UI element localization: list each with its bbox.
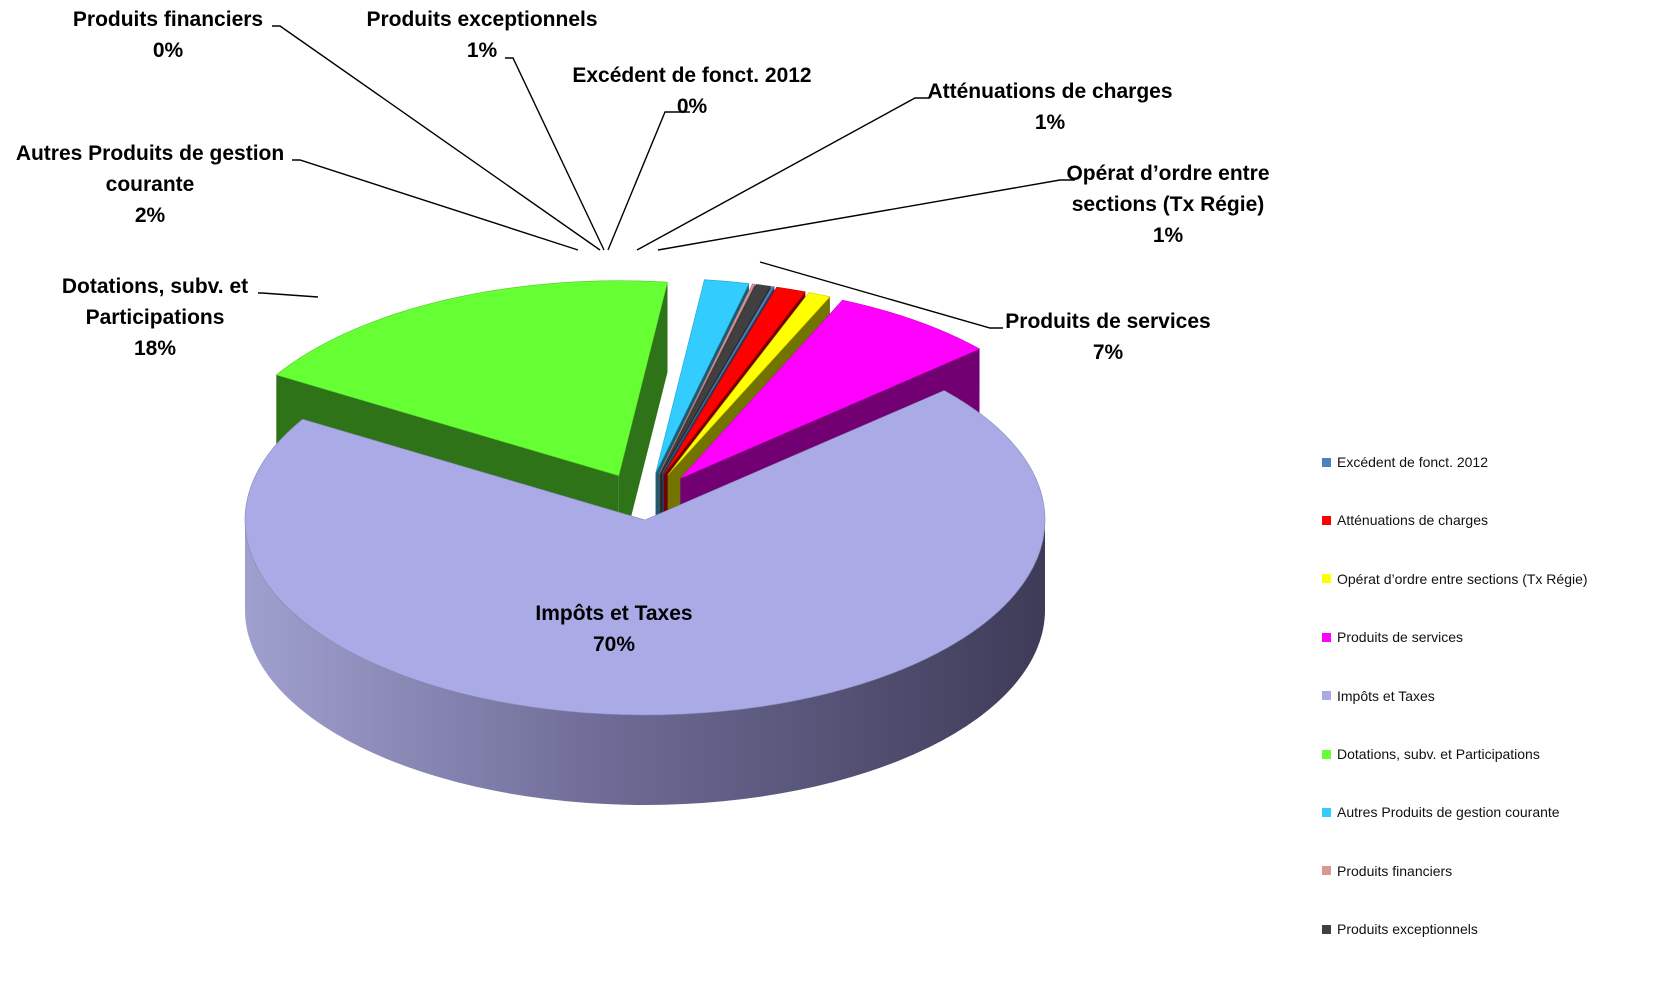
legend-swatch bbox=[1322, 807, 1331, 817]
slice-side-impots-et-taxes-0 bbox=[245, 520, 1045, 805]
leader-line-dotations-subv-et-participations bbox=[258, 292, 319, 298]
slice-label-operat-d-ordre-entre-sections-tx-regie-0: Opérat d’ordre entre bbox=[1066, 162, 1269, 185]
legend-item-autres-produits-de-gestion-courante: Autres Produits de gestion courante bbox=[1322, 802, 1560, 822]
legend-swatch bbox=[1322, 924, 1331, 934]
leader-line-produits-exceptionnels bbox=[505, 57, 605, 251]
legend-item-attenuations-de-charges: Atténuations de charges bbox=[1322, 510, 1488, 530]
slice-label-autres-produits-de-gestion-courante-0: Autres Produits de gestion bbox=[16, 142, 284, 165]
slice-top-impots-et-taxes bbox=[244, 390, 1046, 716]
legend-swatch bbox=[1322, 574, 1331, 584]
legend-item-produits-exceptionnels: Produits exceptionnels bbox=[1322, 919, 1478, 939]
slice-top-autres-produits-de-gestion-courante bbox=[655, 279, 750, 474]
slice-label-autres-produits-de-gestion-courante-1: courante bbox=[106, 173, 195, 196]
slice-top-dotations-subv-et-participations bbox=[275, 280, 668, 477]
legend-item-produits-financiers: Produits financiers bbox=[1322, 861, 1452, 881]
legend-item-impots-et-taxes: Impôts et Taxes bbox=[1322, 686, 1435, 706]
leader-line-operat-d-ordre-entre-sections-tx-regie bbox=[657, 179, 1075, 251]
slice-top-produits-de-services bbox=[680, 299, 981, 479]
slice-label-produits-exceptionnels-0: Produits exceptionnels bbox=[366, 8, 597, 31]
legend-label: Produits financiers bbox=[1337, 862, 1453, 879]
legend-swatch bbox=[1322, 515, 1331, 525]
legend-swatch bbox=[1322, 749, 1331, 759]
slice-top-attenuations-de-charges bbox=[663, 286, 806, 475]
slice-impots-et-taxes bbox=[244, 390, 1046, 805]
legend-item-excedent-de-fonct-2012: Excédent de fonct. 2012 bbox=[1322, 452, 1488, 472]
slice-label-dotations-subv-et-participations-1: Participations bbox=[86, 306, 225, 329]
legend-swatch bbox=[1322, 691, 1331, 701]
slice-pct-produits-financiers: 0% bbox=[153, 39, 184, 62]
leader-line-attenuations-de-charges bbox=[636, 97, 930, 251]
slice-label-produits-de-services-0: Produits de services bbox=[1005, 310, 1210, 333]
legend-label: Produits exceptionnels bbox=[1337, 921, 1478, 938]
legend-swatch bbox=[1322, 866, 1331, 876]
slice-pct-autres-produits-de-gestion-courante: 2% bbox=[135, 204, 166, 227]
slice-pct-produits-de-services: 7% bbox=[1093, 341, 1124, 364]
legend-item-produits-de-services: Produits de services bbox=[1322, 627, 1463, 647]
legend-label: Dotations, subv. et Participations bbox=[1337, 746, 1540, 762]
leader-line-produits-de-services bbox=[759, 261, 1003, 329]
legend-item-operat-d-ordre-entre-sections-tx-regie: Opérat d’ordre entre sections (Tx Régie) bbox=[1322, 569, 1588, 589]
legend-label: Impôts et Taxes bbox=[1337, 687, 1435, 704]
slice-top-produits-financiers bbox=[658, 283, 756, 474]
leader-line-produits-financiers bbox=[272, 25, 601, 251]
slice-label-produits-financiers-0: Produits financiers bbox=[73, 8, 263, 31]
legend-label: Produits de services bbox=[1337, 629, 1464, 646]
slice-label-attenuations-de-charges-0: Atténuations de charges bbox=[927, 80, 1172, 103]
slice-label-impots-et-taxes-0: Impôts et Taxes bbox=[535, 602, 692, 625]
slice-pct-excedent-de-fonct-2012: 0% bbox=[677, 95, 708, 118]
legend-label: Atténuations de charges bbox=[1337, 512, 1488, 529]
legend-label: Excédent de fonct. 2012 bbox=[1337, 454, 1488, 470]
leader-line-excedent-de-fonct-2012 bbox=[607, 111, 690, 251]
legend-item-dotations-subv-et-participations: Dotations, subv. et Participations bbox=[1322, 744, 1540, 764]
slice-top-produits-exceptionnels bbox=[660, 284, 772, 474]
slice-pct-dotations-subv-et-participations: 18% bbox=[134, 337, 176, 360]
slice-wall-dotations-subv-et-participations-1 bbox=[618, 282, 668, 566]
slice-top-excedent-de-fonct-2012 bbox=[661, 286, 775, 475]
slice-label-excedent-de-fonct-2012-0: Excédent de fonct. 2012 bbox=[572, 64, 811, 87]
slice-top-operat-d-ordre-entre-sections-tx-regie bbox=[667, 292, 831, 476]
slice-pct-impots-et-taxes: 70% bbox=[593, 633, 635, 656]
slice-pct-attenuations-de-charges: 1% bbox=[1035, 111, 1066, 134]
slice-pct-produits-exceptionnels: 1% bbox=[467, 39, 498, 62]
legend-label: Opérat d’ordre entre sections (Tx Régie) bbox=[1337, 570, 1588, 587]
legend-swatch bbox=[1322, 632, 1331, 642]
legend-label: Autres Produits de gestion courante bbox=[1337, 804, 1560, 821]
leader-line-autres-produits-de-gestion-courante bbox=[292, 159, 579, 251]
slice-pct-operat-d-ordre-entre-sections-tx-regie: 1% bbox=[1153, 224, 1184, 247]
slice-label-operat-d-ordre-entre-sections-tx-regie-1: sections (Tx Régie) bbox=[1072, 193, 1265, 216]
slice-label-dotations-subv-et-participations-0: Dotations, subv. et bbox=[62, 275, 248, 298]
legend-swatch bbox=[1322, 457, 1331, 467]
